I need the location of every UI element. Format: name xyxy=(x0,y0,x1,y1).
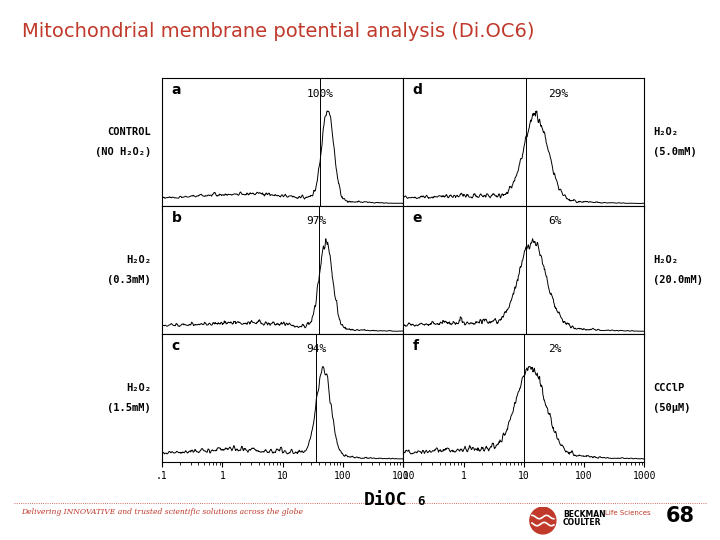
Text: (0.3mM): (0.3mM) xyxy=(107,275,151,285)
Text: COULTER: COULTER xyxy=(563,518,601,528)
Text: a: a xyxy=(171,83,181,97)
Text: 97%: 97% xyxy=(307,217,327,226)
Text: H₂O₂: H₂O₂ xyxy=(126,383,151,393)
Text: 68: 68 xyxy=(666,507,695,526)
Text: d: d xyxy=(413,83,423,97)
Text: H₂O₂: H₂O₂ xyxy=(653,127,678,138)
Text: e: e xyxy=(413,211,423,225)
Text: CCClP: CCClP xyxy=(653,383,684,393)
Text: (NO H₂O₂): (NO H₂O₂) xyxy=(95,147,151,157)
Text: BECKMAN: BECKMAN xyxy=(563,510,606,519)
Text: 6: 6 xyxy=(418,495,425,508)
Text: DiOC: DiOC xyxy=(364,491,407,509)
Text: (5.0mM): (5.0mM) xyxy=(653,147,697,157)
Text: 29%: 29% xyxy=(548,89,568,98)
Text: Delivering INNOVATIVE and trusted scientific solutions across the globe: Delivering INNOVATIVE and trusted scient… xyxy=(22,508,304,516)
Text: 6%: 6% xyxy=(548,217,562,226)
Text: (20.0mM): (20.0mM) xyxy=(653,275,703,285)
Text: 100%: 100% xyxy=(307,89,334,98)
Text: Mitochondrial membrane potential analysis (Di.OC6): Mitochondrial membrane potential analysi… xyxy=(22,22,534,40)
Text: 94%: 94% xyxy=(307,344,327,354)
Text: Life Sciences: Life Sciences xyxy=(605,510,650,516)
Text: CONTROL: CONTROL xyxy=(107,127,151,138)
Text: b: b xyxy=(171,211,181,225)
Text: f: f xyxy=(413,339,419,353)
Text: (1.5mM): (1.5mM) xyxy=(107,402,151,413)
Text: c: c xyxy=(171,339,180,353)
Text: H₂O₂: H₂O₂ xyxy=(653,255,678,265)
Text: H₂O₂: H₂O₂ xyxy=(126,255,151,265)
Text: 2%: 2% xyxy=(548,344,562,354)
Circle shape xyxy=(530,507,556,534)
Text: (50μM): (50μM) xyxy=(653,402,690,413)
